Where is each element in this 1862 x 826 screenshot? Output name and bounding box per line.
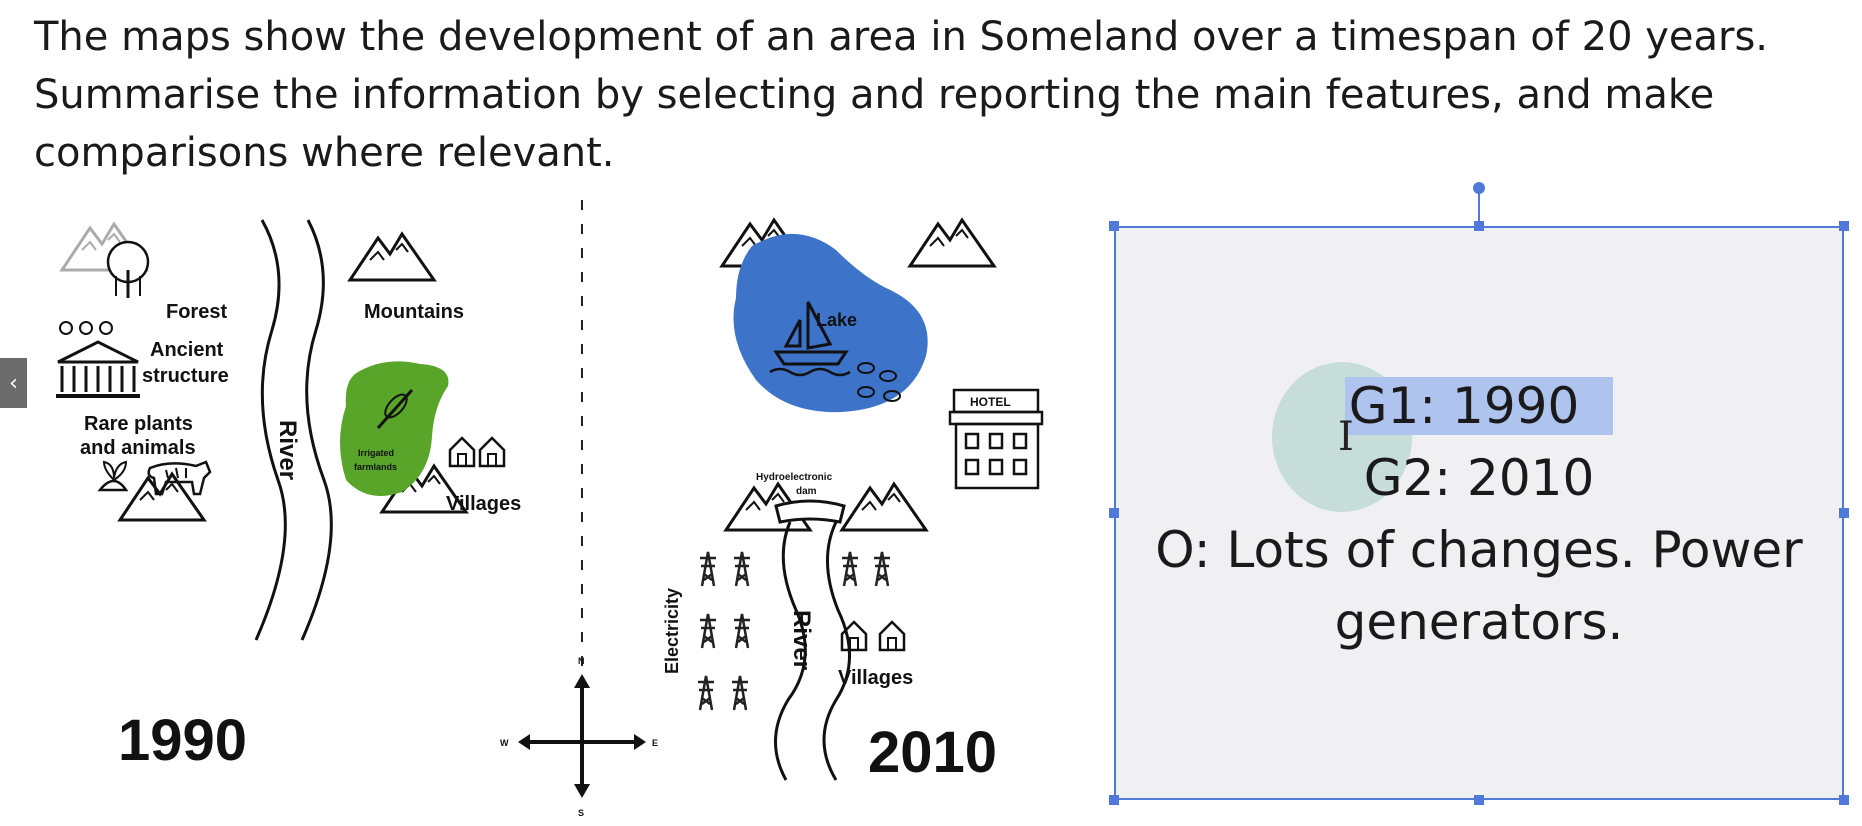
river-1990 <box>254 219 333 641</box>
resize-handle-bottom-left[interactable] <box>1109 795 1119 805</box>
compass-s: S <box>578 808 584 818</box>
year-2010: 2010 <box>868 720 997 785</box>
prompt-line-2: Summarise the information by selecting a… <box>34 72 1715 118</box>
resize-handle-right[interactable] <box>1839 508 1849 518</box>
mountain-icon <box>908 218 996 268</box>
label-villages-2010: Villages <box>838 667 913 689</box>
note-line-g2: G2: 2010 <box>1363 449 1595 507</box>
prompt-line-1: The maps show the development of an area… <box>34 14 1769 60</box>
maps-image: Forest Mountains Ancient structure Rare … <box>0 180 1080 822</box>
hotel-icon <box>948 388 1044 490</box>
house-icon <box>878 620 906 652</box>
label-forest: Forest <box>166 301 227 323</box>
year-1990: 1990 <box>118 708 247 773</box>
lake-area <box>733 233 928 413</box>
mountain-icon <box>348 232 436 282</box>
resize-handle-bottom[interactable] <box>1474 795 1484 805</box>
compass-icon <box>518 674 646 798</box>
notes-text[interactable]: G1: 1990 G2: 2010 O: Lots of changes. Po… <box>1114 370 1844 658</box>
label-farm-2: farmlands <box>354 462 397 472</box>
note-line-o1: O: Lots of changes. Power <box>1155 521 1803 579</box>
label-dam-2: dam <box>796 486 817 497</box>
label-ancient-2: structure <box>142 365 229 387</box>
label-river-1990: River <box>274 420 301 480</box>
resize-handle-top[interactable] <box>1474 221 1484 231</box>
rotate-handle-line <box>1478 188 1480 226</box>
label-river-2010: River <box>788 610 815 670</box>
river-2010 <box>774 521 851 781</box>
fish-icon <box>857 362 901 402</box>
note-line-g1: G1: 1990 <box>1114 370 1844 442</box>
boat-icon <box>769 301 851 377</box>
house-icon <box>478 436 506 468</box>
label-mountains: Mountains <box>364 301 464 323</box>
house-icon <box>448 436 476 468</box>
dam-icon <box>724 482 928 532</box>
resize-handle-top-right[interactable] <box>1839 221 1849 231</box>
label-lake: Lake <box>816 310 857 330</box>
selected-text[interactable]: G1: 1990 <box>1344 377 1614 435</box>
label-dam-1: Hydroelectronic <box>756 472 833 483</box>
label-villages-1990: Villages <box>446 493 521 515</box>
resize-handle-bottom-right[interactable] <box>1839 795 1849 805</box>
label-rare-2: and animals <box>80 437 196 459</box>
forest-icon <box>60 222 150 298</box>
task-prompt: The maps show the development of an area… <box>34 8 1794 182</box>
chevron-left-icon: ‹ <box>9 370 18 396</box>
compass-n: N <box>578 656 585 666</box>
collapse-panel-button[interactable]: ‹ <box>0 358 27 408</box>
farmland-area <box>340 361 449 496</box>
compass-e: E <box>652 738 658 748</box>
temple-icon <box>56 321 140 398</box>
label-hotel: HOTEL <box>970 395 1011 409</box>
resize-handle-top-left[interactable] <box>1109 221 1119 231</box>
label-rare-1: Rare plants <box>84 413 193 435</box>
resize-handle-left[interactable] <box>1109 508 1119 518</box>
wheat-icon <box>376 388 414 430</box>
plant-icon <box>97 460 129 492</box>
note-line-o2: generators. <box>1334 593 1624 651</box>
prompt-line-3: comparisons where relevant. <box>34 130 615 176</box>
rotate-handle[interactable] <box>1473 182 1485 194</box>
text-cursor-icon: I <box>1338 414 1354 460</box>
label-farm-1: Irrigated <box>358 448 394 458</box>
compass-w: W <box>500 738 509 748</box>
label-electricity: Electricity <box>662 588 682 674</box>
tiger-icon <box>147 460 212 496</box>
label-ancient-1: Ancient <box>150 339 224 361</box>
